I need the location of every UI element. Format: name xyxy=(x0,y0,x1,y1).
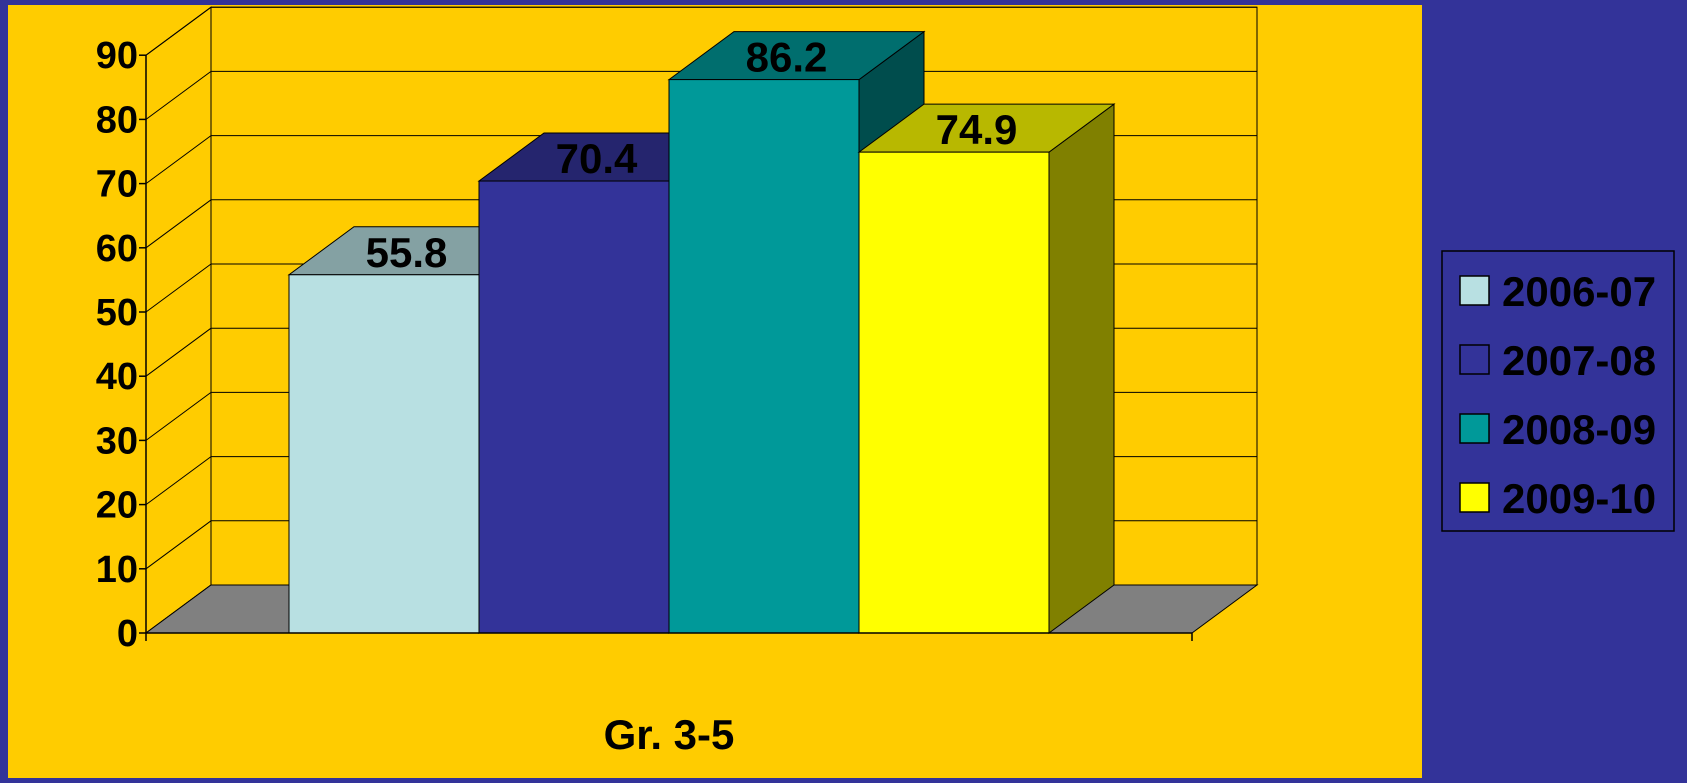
gridline-side xyxy=(145,520,212,570)
data-label-2007-08: 70.4 xyxy=(556,135,638,182)
y-tick-label: 50 xyxy=(96,292,138,334)
legend-swatch-2006-07 xyxy=(1459,275,1490,306)
legend-label-2009-10: 2009-10 xyxy=(1502,475,1656,522)
data-label-2008-09: 86.2 xyxy=(746,34,828,81)
gridline-side xyxy=(145,70,212,120)
gridline-side xyxy=(145,135,212,185)
legend-label-2007-08: 2007-08 xyxy=(1502,337,1656,384)
y-tick-label: 60 xyxy=(96,228,138,270)
gridline-side xyxy=(145,456,212,506)
y-tick-label: 70 xyxy=(96,164,138,206)
y-tick-label: 10 xyxy=(96,549,138,591)
legend-swatch-2009-10 xyxy=(1459,482,1490,513)
y-tick-label: 30 xyxy=(96,420,138,462)
bar-2006-07 xyxy=(288,274,480,634)
gridline-side xyxy=(145,199,212,249)
side-wall xyxy=(145,6,212,634)
bar-2009-10 xyxy=(858,151,1050,634)
legend-swatch-2008-09 xyxy=(1459,413,1490,444)
x-axis: Gr. 3-5 xyxy=(145,632,1193,758)
legend-label-2006-07: 2006-07 xyxy=(1502,268,1656,315)
legend-swatch-2007-08 xyxy=(1459,344,1490,375)
data-label-2009-10: 74.9 xyxy=(936,106,1018,153)
bar-2008-09 xyxy=(668,79,860,634)
legend-label-2008-09: 2008-09 xyxy=(1502,406,1656,453)
bar-group xyxy=(287,30,1116,634)
data-labels: 55.8 70.4 86.2 74.9 xyxy=(366,34,1018,276)
y-tick-label: 20 xyxy=(96,485,138,527)
gridline-side xyxy=(145,391,212,441)
y-axis: 0 10 20 30 40 50 60 70 80 90 xyxy=(96,35,147,655)
bar-side-2009-10 xyxy=(1048,103,1115,634)
y-tick-label: 80 xyxy=(96,99,138,141)
gridline-side xyxy=(145,327,212,377)
gridline-side xyxy=(145,6,212,56)
bar-2007-08 xyxy=(478,180,670,634)
gridline-side xyxy=(145,263,212,313)
x-category-label: Gr. 3-5 xyxy=(604,711,735,758)
y-tick-label: 40 xyxy=(96,356,138,398)
y-tick-label: 0 xyxy=(117,613,138,655)
legend: 2006-07 2007-08 2008-09 2009-10 xyxy=(1441,250,1675,532)
data-label-2006-07: 55.8 xyxy=(366,229,448,276)
y-tick-label: 90 xyxy=(96,35,138,77)
